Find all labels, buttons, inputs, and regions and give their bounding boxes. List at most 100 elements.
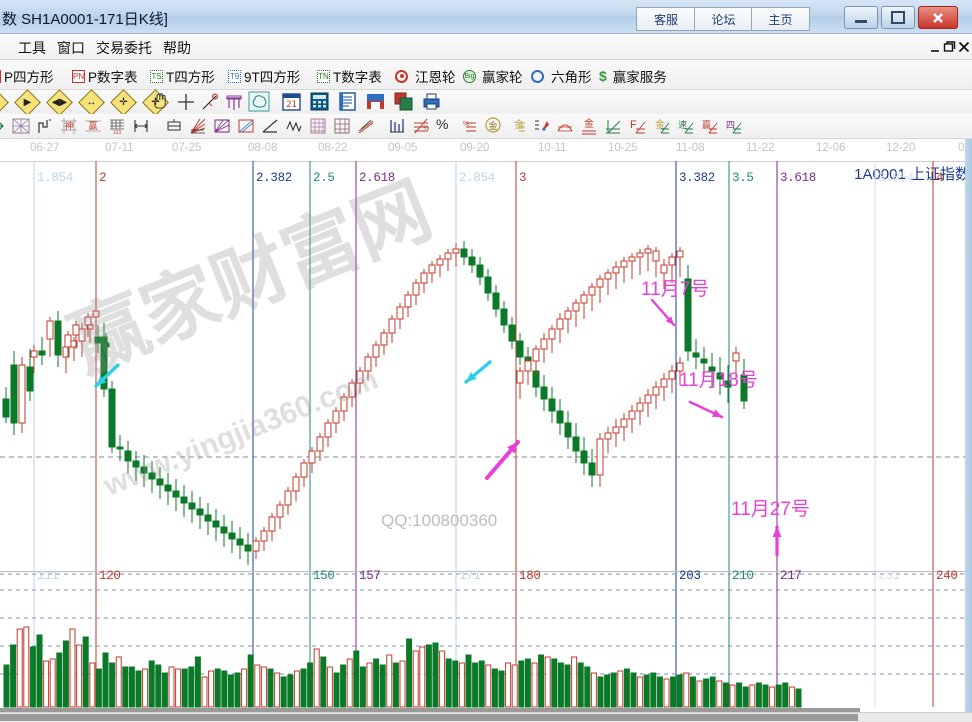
report-icon[interactable]: [338, 92, 357, 111]
speed-box-icon[interactable]: [213, 117, 231, 135]
svg-text:%: %: [463, 121, 469, 128]
print-icon[interactable]: [422, 92, 441, 111]
gold-fib-icon[interactable]: 金: [580, 117, 598, 135]
date-tick: 07-11: [105, 142, 134, 154]
mdi-minimize-button[interactable]: [929, 40, 941, 57]
gann-bottom-label: 120: [99, 569, 121, 583]
target-icon: [395, 69, 408, 83]
menu-window[interactable]: 窗口: [57, 40, 85, 56]
gann-wheel-button[interactable]: 江恩轮: [395, 66, 456, 86]
zigzag-icon[interactable]: [285, 117, 303, 135]
menu-help[interactable]: 帮助: [163, 40, 191, 56]
gann-bottom-label: 150: [313, 569, 335, 583]
hexagon-button[interactable]: 六角形: [531, 66, 592, 86]
right-arrow-diamond-icon[interactable]: ▶: [14, 89, 41, 116]
chart-container[interactable]: 06-27 07-11 07-25 08-08 08-22 09-05 09-20 10-11…: [0, 139, 972, 722]
scrollbar-thumb[interactable]: [0, 714, 858, 721]
expand-diamond-icon[interactable]: ↔: [78, 89, 105, 116]
ying-grid-icon[interactable]: 赢: [84, 117, 102, 135]
t-number-table-button[interactable]: TN T数字表: [317, 66, 382, 86]
date-tick: 08-08: [248, 142, 278, 154]
gann-bottom-label: 111: [37, 569, 59, 583]
center-arrow-diamond-icon[interactable]: ◀▶: [46, 89, 73, 116]
ying-fan-icon[interactable]: 赢: [700, 117, 718, 135]
minimize-icon[interactable]: [844, 6, 878, 29]
winner-wheel-button[interactable]: Big 赢家轮: [463, 66, 523, 86]
gold-line-icon[interactable]: 金: [508, 117, 526, 135]
nine-t-square-button[interactable]: T9 9T四方形: [228, 66, 300, 86]
customer-service-button[interactable]: 客服: [636, 7, 696, 31]
svg-text:金: 金: [655, 118, 665, 131]
draw-line-icon[interactable]: [200, 92, 220, 112]
homepage-button[interactable]: 主页: [751, 7, 810, 31]
collapse-diamond-icon[interactable]: ✛: [110, 89, 137, 116]
up-fan-icon[interactable]: [604, 117, 622, 135]
save-icon[interactable]: [366, 92, 385, 111]
gold-fan-icon[interactable]: 金: [652, 117, 670, 135]
brain-icon[interactable]: [248, 91, 270, 112]
gann-wheel-label: 江恩轮: [415, 70, 456, 85]
price-pane[interactable]: 赢家财富网 www.yingjia360.com QQ:100800360 11…: [0, 161, 972, 571]
volume-pane[interactable]: [0, 571, 972, 714]
percent-icon[interactable]: %: [436, 116, 449, 132]
copy-icon[interactable]: [394, 92, 413, 111]
bar-scale-icon[interactable]: [388, 117, 406, 135]
menu-trade[interactable]: 交易委托: [96, 40, 152, 56]
ladder-grid-icon[interactable]: 123: [108, 117, 126, 135]
percent-line-icon[interactable]: %: [460, 117, 478, 135]
mdi-restore-button[interactable]: [943, 40, 956, 57]
percent-fib-icon[interactable]: %: [412, 117, 430, 135]
fork-icon[interactable]: [224, 92, 244, 112]
crosshair-icon[interactable]: [176, 92, 196, 112]
date-tick: 06-27: [30, 142, 60, 154]
grid-coarse-icon[interactable]: [333, 117, 351, 135]
horizontal-scrollbar[interactable]: [0, 712, 972, 722]
shen-grid-icon[interactable]: 神: [60, 117, 78, 135]
p-number-table-button[interactable]: PN P数字表: [72, 66, 138, 86]
svg-text:神: 神: [64, 120, 73, 131]
gold-ink-icon[interactable]: [532, 117, 550, 135]
date-tick: 12-06: [816, 142, 846, 154]
mdi-close-button[interactable]: [957, 40, 971, 57]
f-fan-icon[interactable]: F: [628, 117, 646, 135]
winner-service-button[interactable]: $ 赢家服务: [599, 66, 667, 86]
hand-pan-icon[interactable]: [150, 92, 170, 112]
calculator-icon[interactable]: [310, 92, 329, 111]
spider-grid-icon[interactable]: [12, 117, 30, 135]
fan-lines-icon[interactable]: [189, 117, 207, 135]
arc-icon[interactable]: [556, 117, 574, 135]
gold-circle-icon[interactable]: 金: [484, 117, 502, 135]
svg-text:赢: 赢: [88, 120, 97, 131]
gann-top-label: 2.618: [359, 171, 396, 185]
menu-tools[interactable]: 工具: [18, 40, 46, 56]
gann-top-label: 2.854: [459, 171, 496, 185]
four-fan-icon[interactable]: 四: [724, 117, 742, 135]
arrow-grid-icon[interactable]: [0, 117, 6, 135]
gann-top-label: 3.382: [679, 171, 716, 185]
p-square-button[interactable]: P P四方形: [0, 66, 54, 86]
angle-icon[interactable]: [261, 117, 279, 135]
measure-icon[interactable]: [132, 117, 150, 135]
svg-text:赢: 赢: [702, 119, 711, 130]
window-titlebar: 数 SH1A0001-171日K线] 客服 论坛 主页: [0, 0, 972, 34]
watermark-qq: QQ:100800360: [381, 511, 498, 530]
gann-top-label: 2.5: [313, 171, 335, 185]
trend-channel-icon[interactable]: [357, 117, 375, 135]
svg-text:21: 21: [286, 100, 297, 110]
hexagon-icon: [531, 69, 544, 83]
box-icon[interactable]: [165, 117, 183, 135]
svg-text:金: 金: [488, 120, 497, 131]
t-square-button[interactable]: TS T四方形: [150, 66, 215, 86]
calendar-icon[interactable]: 21: [282, 92, 301, 111]
maximize-icon[interactable]: [881, 6, 915, 29]
close-icon[interactable]: [918, 6, 958, 29]
speed-fan-icon[interactable]: 速: [676, 117, 694, 135]
toolbar-gann-tools: P P四方形 PN P数字表 TS T四方形 T9 9T四方形 TN T数字表 …: [0, 60, 972, 90]
grid-fine-icon[interactable]: [309, 117, 327, 135]
gann-bottom-label: 157: [359, 569, 381, 583]
gann-top-label: 3: [519, 171, 527, 185]
left-arrow-diamond-icon[interactable]: ◀: [0, 89, 9, 116]
cycle-box-icon[interactable]: [237, 117, 255, 135]
step-line-icon[interactable]: [36, 117, 54, 135]
forum-button[interactable]: 论坛: [694, 7, 753, 31]
